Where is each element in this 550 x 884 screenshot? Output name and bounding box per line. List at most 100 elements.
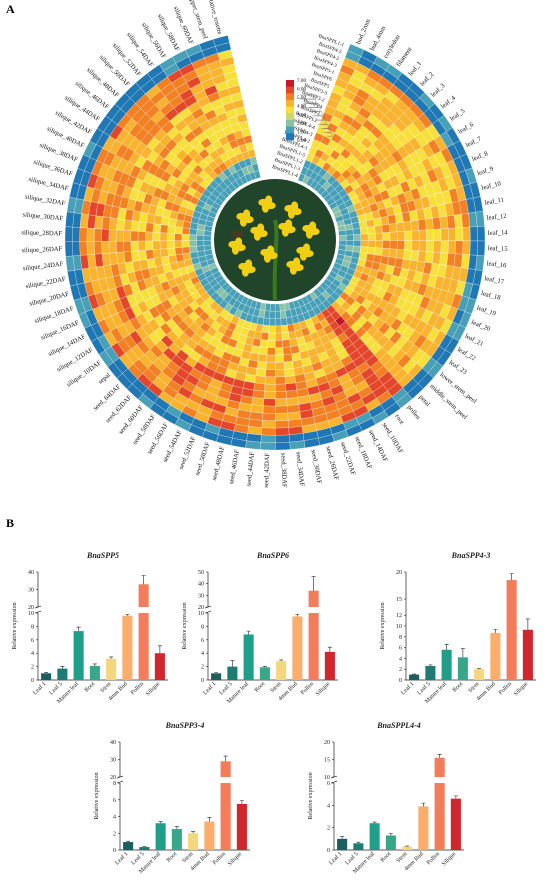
y-tick-label: 50 — [198, 570, 204, 576]
heatmap-cell — [262, 412, 276, 421]
bar — [490, 633, 501, 680]
y-tick-label: 0 — [201, 678, 204, 684]
heatmap-cell — [345, 240, 354, 247]
heatmap-cell — [174, 247, 183, 256]
tissue-label: leaf_22 — [456, 346, 477, 362]
error-bar — [109, 656, 114, 659]
heatmap-cell — [411, 240, 420, 252]
tissue-label: petal — [417, 394, 431, 408]
bar-chart-3: BnaSPP4-3 Relative expression 0 2 4 6 8 10 12 15 2… — [380, 551, 536, 705]
y-tick-label: 2 — [31, 665, 34, 671]
error-bar — [126, 840, 131, 843]
legend-swatch — [286, 106, 294, 114]
chart-title: BnaSPP5 — [86, 551, 119, 560]
heatmap-cell — [101, 252, 111, 267]
heatmap-cell — [261, 324, 270, 334]
legend-swatch — [286, 86, 294, 94]
bar — [506, 580, 517, 680]
tissue-label: leaf_16 — [486, 260, 507, 269]
error-bar — [372, 821, 377, 824]
y-tick-label: 0 — [31, 678, 34, 684]
circular-heatmap: bud_2mmbud_4mmcotyledonfilamentleaf_1lea… — [21, 0, 508, 488]
x-tick-label: Stem — [270, 681, 283, 694]
error-bar — [311, 576, 316, 591]
heatmap-cell — [432, 217, 441, 230]
bar — [171, 829, 182, 850]
bar — [220, 761, 231, 778]
heatmap-cell — [72, 241, 81, 257]
heatmap-cell — [358, 220, 368, 229]
y-tick-label: 15 — [396, 597, 402, 603]
error-bar — [246, 630, 251, 635]
heatmap-cell — [461, 213, 471, 228]
heatmap-cell — [395, 249, 405, 260]
flower-petal — [290, 201, 299, 212]
tissue-label: bud_4mm — [369, 24, 388, 52]
heatmap-cell — [253, 382, 266, 392]
bar — [292, 616, 303, 680]
heatmap-cell — [345, 229, 354, 236]
bar — [139, 847, 150, 850]
x-tick-label: Leaf 1 — [328, 850, 344, 866]
error-bar — [412, 673, 417, 675]
tissue-label: leaf_15 — [488, 245, 509, 253]
heatmap-cell — [446, 215, 456, 229]
error-bar — [92, 663, 97, 666]
heatmap-cell — [261, 420, 276, 429]
error-bar — [230, 660, 235, 667]
x-tick-label: Pollen — [498, 681, 513, 696]
y-tick-label: 6 — [399, 646, 402, 652]
legend-tick: 5.00 — [297, 95, 306, 101]
y-axis-label: Relative expression — [94, 772, 100, 819]
tissue-label: seed_50DAF — [194, 441, 212, 477]
heatmap-cell — [403, 221, 412, 232]
error-bar — [356, 841, 361, 844]
heatmap-cell — [160, 248, 169, 258]
legend-swatch — [286, 133, 294, 141]
heatmap-cell — [373, 217, 382, 227]
error-bar — [174, 826, 179, 830]
heatmap-cell — [174, 226, 183, 235]
heatmap-cell — [388, 223, 398, 233]
heatmap-cell — [426, 240, 435, 253]
x-tick-label: Stem — [182, 851, 195, 864]
legend-tick: 2.00 — [297, 121, 306, 127]
y-tick-label: 4 — [31, 651, 34, 657]
heatmap-cell — [267, 332, 276, 341]
heatmap-cell — [245, 440, 261, 450]
heatmap-cell — [116, 218, 125, 231]
tissue-label: leaf_7 — [465, 135, 484, 149]
x-tick-label: Stem — [396, 851, 409, 864]
heatmap-cell — [469, 240, 478, 256]
heatmap-cell — [287, 411, 302, 421]
flower-petal — [234, 237, 243, 248]
heatmap-cell — [189, 246, 198, 253]
x-tick-label: Root — [166, 851, 179, 864]
heatmap-cell — [476, 240, 486, 257]
heatmap-cell — [264, 376, 276, 385]
heatmap-cell — [284, 375, 296, 385]
heatmap-cell — [274, 310, 281, 319]
y-tick-label: 0 — [399, 678, 402, 684]
heatmap-cell — [279, 303, 286, 312]
heatmap-cell — [380, 216, 390, 226]
y-tick-label: 0 — [327, 848, 330, 854]
x-tick-label: Pollen — [300, 681, 315, 696]
legend-tick: 0.00 — [297, 138, 306, 144]
bar — [243, 634, 254, 680]
heatmap-cell — [275, 354, 284, 363]
x-tick-label: Silique — [513, 681, 530, 698]
y-tick-label: 30 — [28, 588, 34, 594]
dendrogram-branch — [318, 120, 327, 125]
heatmap-cell — [367, 226, 376, 234]
tissue-label: leaf_10 — [481, 180, 503, 192]
x-tick-label: Pollen — [212, 851, 227, 866]
heatmap-cell — [360, 240, 369, 248]
y-tick-label: 8 — [113, 781, 116, 787]
error-bar — [157, 645, 162, 654]
heatmap-cell — [248, 418, 263, 428]
flower-petal — [292, 257, 301, 268]
heatmap-cell — [360, 233, 369, 241]
heatmap-cell — [94, 253, 104, 268]
heatmap-cell — [447, 240, 456, 254]
